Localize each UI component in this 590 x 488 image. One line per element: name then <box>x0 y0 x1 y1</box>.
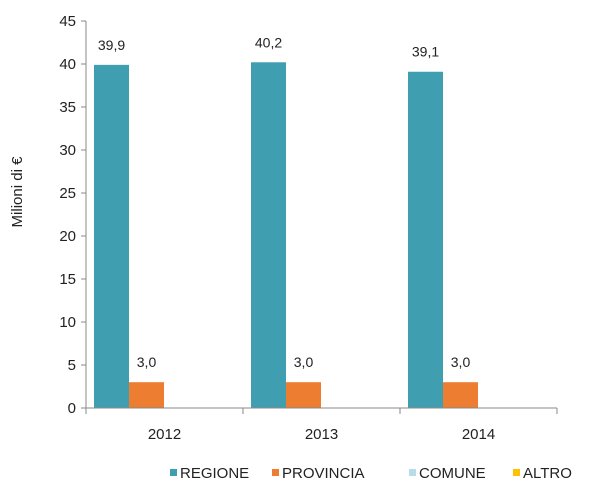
legend-swatch-comune <box>409 469 416 476</box>
data-labels: 39,9 40,2 39,1 3,0 3,0 3,0 <box>98 34 471 370</box>
legend-swatch-regione <box>170 469 177 476</box>
y-tick-label: 35 <box>59 99 76 116</box>
bar-provincia-2012 <box>129 382 164 408</box>
bar-provincia-2014 <box>443 382 478 408</box>
data-label: 3,0 <box>137 354 157 370</box>
legend-label-comune: COMUNE <box>419 465 486 482</box>
y-axis: 0 5 10 15 20 25 30 35 40 45 <box>59 13 87 417</box>
legend-swatch-altro <box>513 469 520 476</box>
data-label: 40,2 <box>255 34 282 50</box>
x-tick-label: 2012 <box>148 426 181 443</box>
y-tick-label: 15 <box>59 271 76 288</box>
legend-label-provincia: PROVINCIA <box>282 465 365 482</box>
y-tick-label: 45 <box>59 13 76 30</box>
legend-swatch-provincia <box>272 469 279 476</box>
y-axis-label: Milioni di € <box>9 156 26 228</box>
bar-regione-2012 <box>94 64 129 409</box>
legend-label-altro: ALTRO <box>523 465 572 482</box>
data-label: 39,1 <box>412 44 439 60</box>
legend-label-regione: REGIONE <box>180 465 249 482</box>
legend: REGIONE PROVINCIA COMUNE ALTRO <box>170 465 572 482</box>
y-tick-label: 5 <box>68 357 76 374</box>
y-tick-label: 0 <box>68 400 76 417</box>
y-tick-label: 20 <box>59 228 76 245</box>
data-label: 3,0 <box>451 354 471 370</box>
bar-provincia-2013 <box>286 382 321 408</box>
bar-regione-2013 <box>251 62 286 408</box>
y-tick-label: 40 <box>59 56 76 73</box>
y-tick-label: 10 <box>59 314 76 331</box>
data-label: 39,9 <box>98 37 125 53</box>
bars <box>94 62 478 409</box>
x-tick-label: 2014 <box>462 426 495 443</box>
y-tick-label: 25 <box>59 185 76 202</box>
x-tick-label: 2013 <box>305 426 338 443</box>
data-label: 3,0 <box>294 354 314 370</box>
x-axis: 2012 2013 2014 <box>85 407 558 443</box>
bar-regione-2014 <box>408 71 443 409</box>
y-tick-label: 30 <box>59 142 76 159</box>
